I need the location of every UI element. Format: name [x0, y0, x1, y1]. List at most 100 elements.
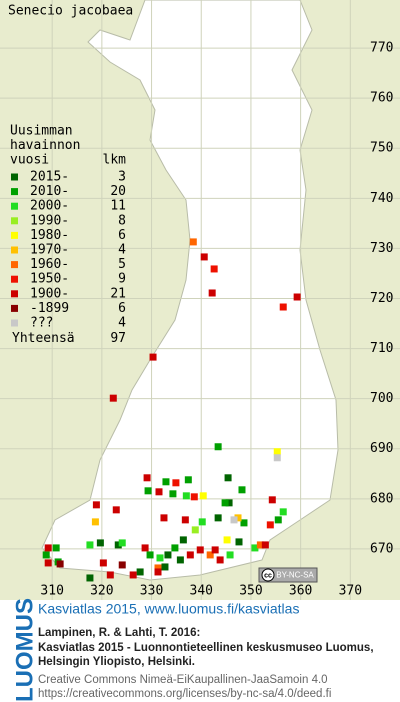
legend-count-header: lkm [103, 153, 127, 168]
record-point [200, 253, 208, 261]
legend-label: 1900- [30, 286, 69, 301]
legend-count: 3 [118, 170, 126, 185]
citation-line: Kasviatlas 2015 - Luonnontieteellinen ke… [38, 642, 374, 654]
record-point [293, 293, 301, 301]
record-point [171, 544, 179, 552]
x-tick-label: 360 [289, 584, 312, 599]
record-point [44, 544, 52, 552]
record-point [206, 551, 214, 559]
y-tick-label: 720 [370, 291, 393, 306]
record-point [235, 538, 243, 546]
legend-count: 9 [118, 272, 126, 287]
record-point [268, 496, 276, 504]
legend-count: 8 [118, 213, 126, 228]
y-tick-label: 700 [370, 391, 393, 406]
y-tick-label: 730 [370, 241, 393, 256]
y-tick-label: 740 [370, 191, 393, 206]
x-tick-label: 320 [90, 584, 113, 599]
x-tick-label: 330 [140, 584, 163, 599]
record-point [136, 568, 144, 576]
y-tick-label: 750 [370, 141, 393, 156]
record-point [86, 541, 94, 549]
record-point [214, 514, 222, 522]
legend-swatch [11, 173, 18, 181]
record-point [196, 546, 204, 554]
legend-count: 6 [118, 228, 126, 243]
points [42, 238, 301, 582]
record-point [96, 539, 104, 547]
legend-label: 2010- [30, 184, 69, 199]
legend-count: 21 [110, 286, 126, 301]
record-point [169, 490, 177, 498]
record-point [184, 476, 192, 484]
record-point [279, 508, 287, 516]
record-point [106, 571, 114, 579]
legend-count: 20 [110, 184, 126, 199]
headline: Kasviatlas 2015, www.luomus.fi/kasviatla… [38, 601, 299, 617]
record-point [144, 487, 152, 495]
record-point [273, 448, 281, 456]
y-tick-label: 770 [370, 41, 393, 56]
record-point [225, 499, 233, 507]
x-tick-label: 340 [190, 584, 213, 599]
svg-text:cc: cc [264, 572, 272, 579]
record-point [42, 551, 50, 559]
logo: LUOMUS [11, 598, 38, 702]
record-point [266, 521, 274, 529]
record-point [234, 514, 242, 522]
record-point [156, 554, 164, 562]
legend-swatch [11, 246, 18, 254]
record-point [274, 516, 282, 524]
record-point [44, 559, 52, 567]
y-tick-label: 680 [370, 491, 393, 506]
record-point [181, 516, 189, 524]
x-tick-label: 370 [339, 584, 362, 599]
legend-total: 97 [110, 331, 126, 346]
record-point [99, 559, 107, 567]
legend-label: -1899 [30, 301, 69, 316]
legend-label: 2000- [30, 199, 69, 214]
record-point [118, 561, 126, 569]
record-point [198, 518, 206, 526]
record-point [240, 519, 248, 527]
legend-count: 11 [110, 199, 126, 214]
legend-swatch [11, 290, 18, 298]
record-point [256, 541, 264, 549]
record-point [182, 492, 190, 500]
record-point [221, 499, 229, 507]
citation-line: Helsingin Yliopisto, Helsinki. [38, 656, 195, 668]
legend-count: 5 [118, 257, 126, 272]
record-point [160, 514, 168, 522]
record-point [191, 526, 199, 534]
legend-label: 1990- [30, 213, 69, 228]
legend-count: 4 [118, 316, 126, 331]
legend-title: havainnon [10, 138, 80, 153]
legend-count: 4 [118, 243, 126, 258]
y-tick-label: 690 [370, 441, 393, 456]
legend-label: 2015- [30, 170, 69, 185]
legend-label: 1970- [30, 243, 69, 258]
legend-label: ??? [30, 316, 53, 331]
record-point [223, 536, 231, 544]
record-point [149, 353, 157, 361]
y-tick-label: 710 [370, 341, 393, 356]
record-point [190, 493, 198, 501]
record-point [226, 551, 234, 559]
license-line: Creative Commons Nimeä-EiKaupallinen-Jaa… [38, 674, 328, 686]
record-point [189, 238, 197, 246]
legend-count: 6 [118, 301, 126, 316]
record-point [112, 506, 120, 514]
record-point [210, 265, 218, 273]
legend-title: Uusimman [10, 124, 73, 139]
legend-swatch [11, 202, 18, 210]
x-tick-label: 310 [40, 584, 63, 599]
record-point [154, 568, 162, 576]
legend-label: 1980- [30, 228, 69, 243]
record-point [224, 474, 232, 482]
species-title: Senecio jacobaea [8, 4, 133, 19]
legend-label: 1960- [30, 257, 69, 272]
record-point [214, 443, 222, 451]
record-point [146, 551, 154, 559]
